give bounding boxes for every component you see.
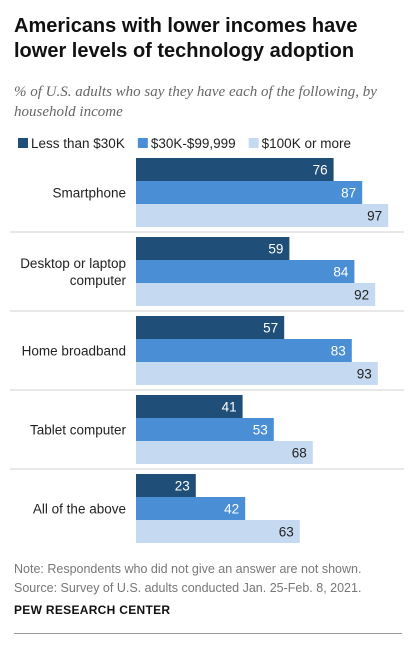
chart-note: Note: Respondents who did not give an an…: [14, 562, 362, 576]
legend-swatch-0: [18, 138, 28, 148]
chart-subtitle: % of U.S. adults who say they have each …: [14, 84, 377, 120]
bar-4-0: [136, 474, 196, 497]
pew-logo: PEW RESEARCH CENTER: [14, 603, 171, 617]
data-label-1-0: 59: [268, 242, 283, 257]
data-label-2-0: 57: [263, 321, 278, 336]
data-label-3-1: 53: [253, 423, 268, 438]
data-label-4-0: 23: [175, 479, 190, 494]
category-label-2: Home broadband: [22, 344, 126, 359]
data-label-0-0: 76: [313, 163, 328, 178]
bar-0-2: [136, 204, 389, 227]
bar-3-1: [136, 418, 274, 441]
bar-1-1: [136, 260, 355, 283]
data-label-1-1: 84: [333, 265, 349, 280]
category-label-4: All of the above: [33, 502, 126, 517]
footer-divider: [14, 633, 402, 634]
bar-1-0: [136, 237, 290, 260]
chart-title: Americans with lower incomes have lower …: [14, 15, 358, 62]
bar-3-2: [136, 441, 313, 464]
data-label-3-2: 68: [292, 446, 307, 461]
category-label-3: Tablet computer: [30, 423, 127, 438]
bar-0-0: [136, 158, 334, 181]
bar-chart: Less than $30K $30K-$99,999 $100K or more S…: [10, 136, 404, 543]
bar-2-2: [136, 362, 378, 385]
data-label-1-2: 92: [354, 288, 369, 303]
data-label-2-2: 93: [357, 367, 372, 382]
legend-label-1: $30K-$99,999: [151, 136, 236, 151]
category-label-1-line-0: Desktop or laptop: [20, 256, 126, 271]
data-label-0-1: 87: [341, 186, 356, 201]
bar-2-0: [136, 316, 285, 339]
bar-1-2: [136, 283, 376, 306]
data-label-4-1: 42: [224, 502, 239, 517]
bar-3-0: [136, 395, 243, 418]
data-label-0-2: 97: [367, 209, 382, 224]
bar-2-1: [136, 339, 352, 362]
legend-label-0: Less than $30K: [31, 136, 125, 151]
data-label-2-1: 83: [331, 344, 346, 359]
bar-4-1: [136, 497, 246, 520]
category-label-1-line-1: computer: [70, 273, 127, 288]
data-label-3-0: 41: [222, 400, 237, 415]
bar-4-2: [136, 520, 300, 543]
legend-label-2: $100K or more: [262, 136, 351, 151]
chart-source: Source: Survey of U.S. adults conducted …: [14, 581, 362, 595]
bar-0-1: [136, 181, 363, 204]
legend-swatch-1: [137, 138, 148, 148]
legend-swatch-2: [248, 138, 259, 148]
category-label-0: Smartphone: [52, 186, 126, 201]
data-label-4-2: 63: [279, 525, 294, 540]
